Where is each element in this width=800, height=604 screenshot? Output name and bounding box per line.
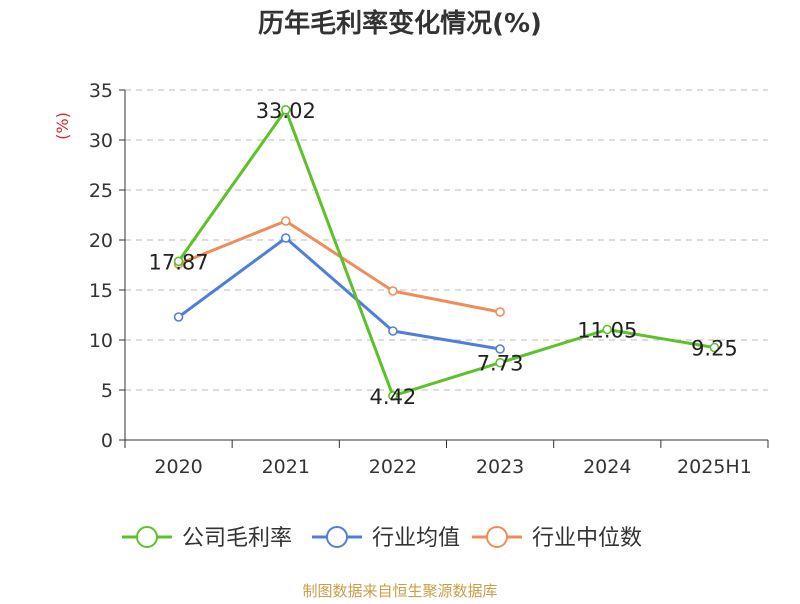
series-line xyxy=(177,108,715,398)
legend-label: 公司毛利率 xyxy=(182,526,292,551)
legend-label: 行业中位数 xyxy=(532,526,642,551)
data-labels: 17.87 33.02 4.42 7.73 11.05 9.25 xyxy=(149,99,738,409)
x-tick-label: 2025H1 xyxy=(677,456,752,478)
series-line xyxy=(177,236,501,351)
x-tick-label: 2021 xyxy=(262,456,310,478)
data-label: 9.25 xyxy=(691,337,738,361)
x-axis: 2020 2021 2022 2023 2024 2025H1 xyxy=(124,439,769,478)
legend-item[interactable]: 公司毛利率 xyxy=(122,526,292,551)
y-tick-label: 10 xyxy=(89,330,113,352)
y-axis: 0 5 10 15 20 25 30 35 xyxy=(89,80,126,452)
y-tick-label: 15 xyxy=(89,280,113,302)
y-tick-label: 30 xyxy=(89,130,113,152)
source-footer: 制图数据来自恒生聚源数据库 xyxy=(302,582,497,600)
data-point xyxy=(388,390,398,401)
data-label: 33.02 xyxy=(256,99,316,123)
data-point xyxy=(280,105,291,115)
legend-item[interactable]: 行业中位数 xyxy=(472,526,642,551)
data-label: 4.42 xyxy=(370,385,417,409)
data-point xyxy=(173,312,184,322)
series-line xyxy=(178,219,501,314)
x-tick-label: 2022 xyxy=(369,456,417,478)
series-layer xyxy=(173,105,720,401)
data-point xyxy=(709,342,720,353)
x-tick-label: 2023 xyxy=(476,456,524,478)
legend-marker xyxy=(486,526,508,548)
legend-marker xyxy=(326,526,348,548)
x-tick-label: 2024 xyxy=(583,456,631,478)
data-label: 11.05 xyxy=(577,319,637,343)
data-label: 7.73 xyxy=(477,352,524,376)
grid-lines xyxy=(125,89,768,391)
data-point xyxy=(495,357,505,368)
y-tick-label: 0 xyxy=(101,430,113,452)
legend-label: 行业均值 xyxy=(372,526,460,551)
data-point xyxy=(280,233,291,243)
data-point xyxy=(280,216,291,226)
legend-item[interactable]: 行业均值 xyxy=(312,526,460,551)
legend-marker xyxy=(136,526,158,548)
y-tick-label: 35 xyxy=(89,80,113,102)
y-axis-label: (%) xyxy=(53,112,72,140)
y-tick-label: 5 xyxy=(101,380,113,402)
y-tick-label: 25 xyxy=(89,180,113,202)
data-label: 17.87 xyxy=(149,250,209,274)
data-point xyxy=(173,256,184,267)
data-point xyxy=(495,307,505,317)
legend: 公司毛利率 行业均值 行业中位数 xyxy=(122,526,642,551)
chart-title: 历年毛利率变化情况(%) xyxy=(258,8,542,39)
y-tick-label: 20 xyxy=(89,230,113,252)
data-point xyxy=(495,344,505,354)
data-point xyxy=(388,286,398,296)
x-tick-label: 2020 xyxy=(154,456,202,478)
data-point xyxy=(388,326,398,336)
data-point xyxy=(602,324,613,335)
